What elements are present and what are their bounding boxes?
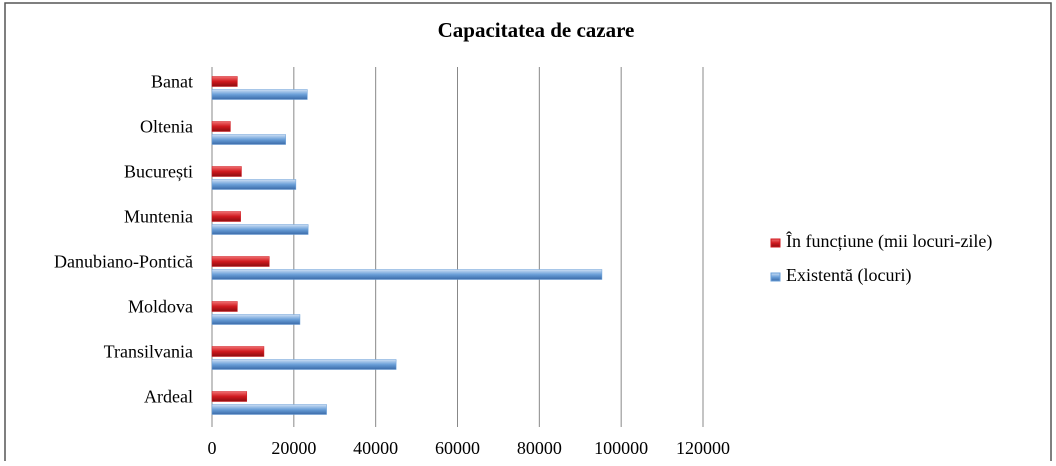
y-tick-label: Ardeal: [144, 387, 193, 407]
y-tick-label: Transilvania: [104, 342, 193, 362]
x-tick-label: 0: [208, 438, 217, 458]
bar: [211, 179, 297, 190]
bar: [211, 301, 238, 312]
legend-label: În funcțiune (mii locuri-zile): [786, 230, 992, 252]
bar: [211, 76, 238, 87]
bar: [211, 359, 397, 370]
bar: [211, 391, 248, 402]
x-tick-label: 40000: [353, 438, 398, 458]
bar: [211, 346, 265, 357]
legend-label: Existentă (locuri): [786, 265, 911, 286]
y-tick-label: Oltenia: [140, 117, 193, 137]
bar: [211, 269, 603, 280]
chart-title: Capacitatea de cazare: [438, 18, 635, 42]
x-tick-label: 120000: [676, 438, 730, 458]
y-tick-label: Danubiano-Pontică: [54, 252, 193, 272]
x-tick-label: 80000: [517, 438, 562, 458]
bar: [211, 166, 242, 177]
bar: [211, 89, 308, 100]
bar: [211, 211, 241, 222]
chart-border: [4, 2, 1052, 466]
bar: [211, 121, 231, 132]
legend-swatch: [770, 238, 781, 248]
bar: [211, 224, 309, 235]
bar: [211, 404, 327, 415]
x-tick-label: 100000: [594, 438, 648, 458]
bar: [211, 314, 301, 325]
x-tick-label: 60000: [435, 438, 480, 458]
bar: [211, 134, 286, 145]
legend-swatch: [770, 272, 781, 282]
y-tick-label: Banat: [151, 72, 193, 92]
y-tick-label: București: [124, 162, 193, 182]
y-tick-label: Moldova: [128, 297, 193, 317]
x-tick-label: 20000: [271, 438, 316, 458]
bar: [211, 256, 270, 267]
y-tick-label: Muntenia: [124, 207, 193, 227]
